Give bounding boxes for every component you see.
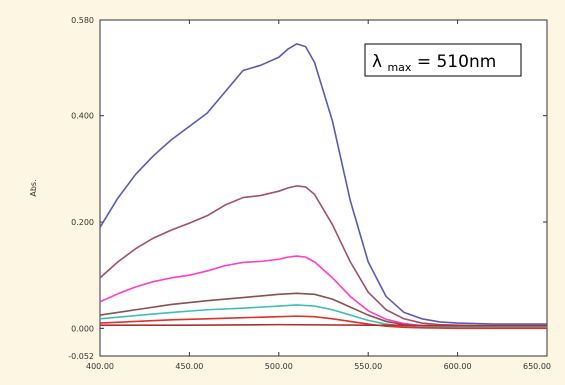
y-tick-label: 0.200 bbox=[71, 218, 94, 227]
x-tick-label: 400.00 bbox=[86, 362, 114, 371]
lambda-max-annotation: λ max = 510nm bbox=[364, 43, 522, 77]
x-tick-label: 500.00 bbox=[265, 362, 293, 371]
x-tick-label: 600.00 bbox=[444, 362, 472, 371]
y-tick-label: 0.400 bbox=[71, 112, 94, 121]
x-tick-label: 650.00 bbox=[523, 362, 551, 371]
y-axis: -0.052 0.000 0.200 0.400 0.580 bbox=[68, 16, 547, 361]
annotation-text: λ max = 510nm bbox=[372, 52, 496, 76]
x-tick-label: 550.00 bbox=[354, 362, 382, 371]
y-tick-label: 0.580 bbox=[71, 16, 94, 25]
annotation-value: = 510nm bbox=[417, 52, 496, 72]
series-layer bbox=[99, 43, 547, 330]
series-line-6 bbox=[99, 315, 547, 330]
series-line-7 bbox=[100, 323, 547, 327]
y-axis-label: Abs. bbox=[29, 179, 38, 196]
annotation-lambda: λ bbox=[372, 52, 382, 72]
x-axis: 400.00 450.00 500.00 550.00 600.00 650.00 bbox=[86, 20, 551, 371]
annotation-box bbox=[364, 43, 522, 77]
x-tick-label: 450.00 bbox=[175, 362, 203, 371]
series-line-5 bbox=[99, 304, 547, 329]
annotation-subscript: max bbox=[387, 61, 411, 74]
y-tick-label: 0.000 bbox=[71, 324, 94, 333]
series-line-1 bbox=[99, 43, 547, 325]
y-tick-label: -0.052 bbox=[68, 352, 94, 361]
